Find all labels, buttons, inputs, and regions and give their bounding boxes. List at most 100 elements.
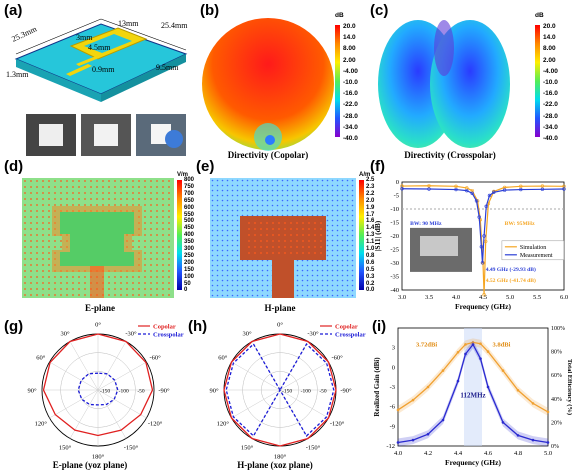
caption-e: H-plane [264, 303, 296, 313]
colorbar-tick: 300 [184, 246, 195, 252]
dim-1-3: 1.3mm [6, 70, 29, 79]
colorbar-tick: 800 [184, 177, 195, 183]
colorbar-tick: -16.0 [343, 90, 358, 98]
angle-tick-label: 0° [95, 322, 101, 329]
data-point [471, 341, 475, 344]
dim-0-9: 0.9mm [92, 65, 115, 74]
y2-tick-label: 100% [551, 326, 565, 332]
colorbar-tick: 0.5 [366, 266, 375, 273]
colorbar-tick: -40.0 [543, 135, 558, 142]
y-tick-label: -10 [390, 206, 399, 213]
colorbar-tick: 0.6 [366, 259, 375, 266]
data-point [454, 184, 458, 189]
data-point [464, 352, 467, 356]
dim-9-5: 9.5mm [156, 63, 179, 72]
annotation-bandwidth: 112MHz [460, 391, 485, 399]
y2-tick-label: 60% [551, 373, 562, 379]
y-axis-label: |S11| (dB) [373, 220, 382, 251]
antenna-geometry-diagram: 25.4mm 25.3mm 13mm 3mm 4.5mm 0.9mm 9.5mm… [6, 18, 188, 156]
annotation-gain-meas: 3.8dBi [493, 341, 511, 348]
colorbar-tick: -28.0 [543, 112, 558, 120]
annotation-gain-sim: 3.72dBi [416, 341, 437, 348]
angle-tick-label: 60° [218, 355, 228, 362]
polar-spoke [231, 389, 281, 419]
angle-tick-label: -90° [158, 388, 170, 395]
colorbar-tick: -40.0 [343, 135, 358, 142]
data-point [465, 188, 469, 193]
data-point [516, 434, 520, 437]
x-tick-label: 4.6 [484, 450, 493, 457]
colorbar-tick: 50 [184, 280, 191, 287]
bandwidth-shade [464, 328, 482, 446]
panel-label-g: (g) [4, 318, 24, 335]
data-point [426, 432, 430, 436]
angle-tick-label: 150° [241, 445, 254, 452]
data-point [427, 184, 431, 188]
legend-label: Crosspolar [153, 332, 184, 339]
caption-g: E-plane (yoz plane) [52, 460, 128, 470]
data-point [400, 187, 404, 191]
panel-label-d: (d) [4, 158, 24, 175]
radial-tick-label: -50 [137, 389, 145, 395]
angle-tick-label: -150° [124, 445, 139, 452]
y-tick-label: 0 [392, 364, 395, 371]
y2-tick-label: 20% [551, 420, 562, 426]
colorbar-tick: 14.0 [543, 34, 556, 42]
legend-label: Crosspolar [335, 332, 366, 339]
angle-tick-label: -30° [125, 330, 137, 337]
colorbar-tick: 500 [184, 218, 195, 225]
data-point [396, 441, 400, 444]
data-point [479, 342, 482, 346]
angle-tick-label: -60° [150, 355, 162, 362]
data-point [501, 369, 505, 372]
colorbar-tick: 0.2 [366, 280, 375, 287]
x-tick-label: 3.5 [425, 294, 433, 301]
series-line-simulation [401, 185, 565, 295]
data-point [546, 441, 550, 444]
polar-spoke [279, 361, 329, 391]
data-point [411, 438, 415, 442]
data-point [531, 438, 535, 442]
y-tick-label: -9 [390, 423, 395, 430]
polar-h-plane: 0° -30° -60° -90° -120° -150° 180° 150° 120° 90° 6… [209, 322, 366, 461]
data-point [484, 204, 488, 208]
colorbar-tick: 550 [184, 211, 195, 218]
colorbar-d-unit: V/m [177, 172, 189, 178]
data-point [477, 215, 481, 219]
legend [501, 240, 565, 261]
panel-label-e: (e) [196, 158, 215, 175]
colorbar-tick: 2.5 [366, 177, 375, 183]
colorbar-tick: -34.0 [543, 123, 558, 131]
polar-series-copolar [42, 333, 154, 437]
data-point [480, 261, 485, 265]
annotation-min-meas: 4.49 GHz (-29.93 dB) [486, 266, 536, 273]
y-tick-label: -5 [394, 193, 399, 200]
angle-tick-label: 0° [277, 322, 283, 329]
panel-label-b: (b) [200, 2, 220, 19]
colorbar-tick: 8.00 [343, 45, 356, 53]
polar-spoke [69, 341, 99, 391]
colorbar-tick: 2.3 [366, 183, 375, 190]
colorbar-tick: 600 [184, 204, 195, 211]
y2-tick-label: 0% [551, 444, 559, 450]
polar-spoke [251, 389, 281, 439]
radial-tick-label: -150 [282, 389, 292, 395]
dim-25-4: 25.4mm [161, 21, 188, 30]
y-tick-label: 3 [392, 345, 395, 352]
colorbar-tick: 400 [184, 232, 195, 239]
x-tick-label: 4.0 [452, 294, 460, 301]
x-tick-label: 4.2 [424, 450, 432, 457]
data-point [456, 379, 460, 383]
caption-c: Directivity (Crosspolar) [404, 150, 496, 160]
colorbar-tick: 1.6 [366, 218, 375, 225]
radial-tick-label: -150 [100, 389, 110, 395]
data-point [519, 187, 523, 192]
caption-d: E-plane [84, 303, 115, 313]
angle-tick-label: -150° [306, 445, 321, 452]
angle-tick-label: -30° [307, 330, 319, 337]
colorbar-e-unit: A/m [359, 172, 371, 178]
radial-tick-label: -100 [119, 389, 129, 395]
data-point [479, 245, 484, 249]
data-point [519, 184, 523, 189]
colorbar-tick: -4.00 [543, 67, 558, 75]
